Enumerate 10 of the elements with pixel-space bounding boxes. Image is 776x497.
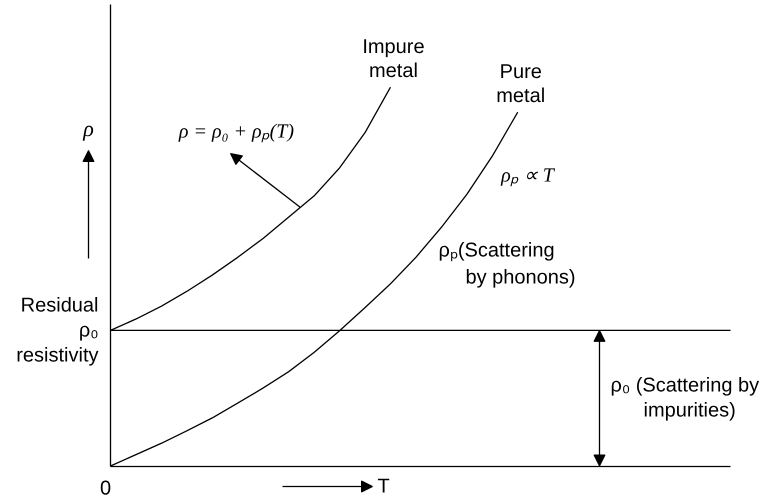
ref-line-label: Residual ρ₀ resistivity [16,294,99,366]
annotation: ρ₀ (Scattering by impurities) [610,374,760,422]
y-axis-title: ρ [82,116,94,141]
annotation: ρₚ(Scattering by phonons) [438,240,576,288]
x-axis-title: T [378,476,390,497]
annotation: ρ = ρ₀ + ρₚ(T) [178,120,294,142]
series-label: Pure metal [496,61,546,108]
annotation: ρₚ ∝ T [500,164,556,186]
text: 0 [100,478,112,497]
series-label: Impure metal [362,36,425,82]
